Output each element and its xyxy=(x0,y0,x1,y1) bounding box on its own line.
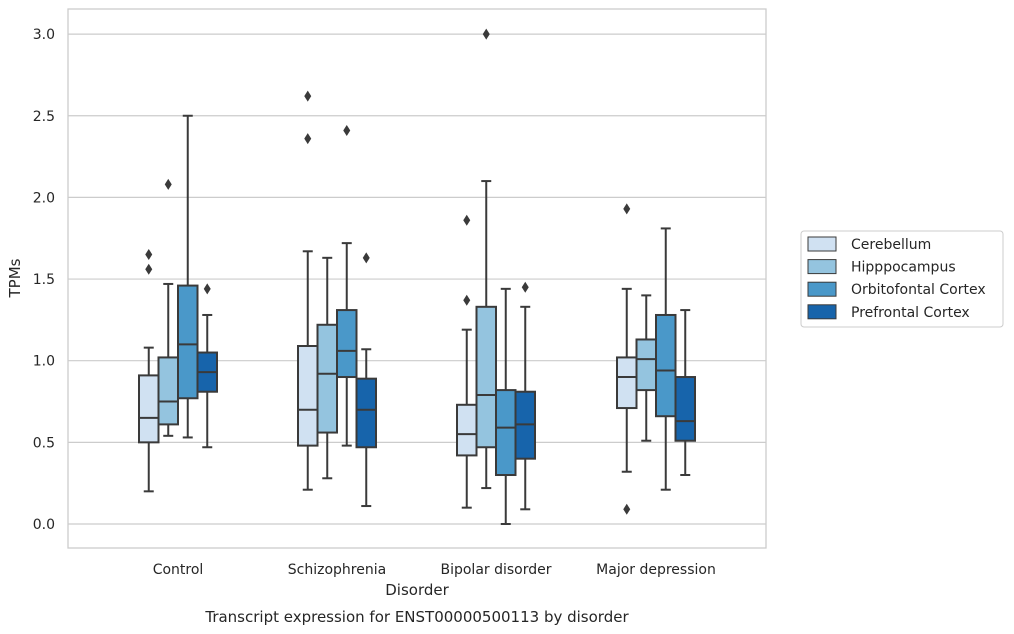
outlier-point xyxy=(164,178,172,190)
box-iqr xyxy=(177,284,199,400)
x-tick-label: Schizophrenia xyxy=(288,562,386,578)
box-iqr xyxy=(157,356,179,426)
outlier-point xyxy=(145,263,153,275)
legend-items: Cerebellum Hipppocampus Orbitofontal Corte… xyxy=(807,236,986,321)
box-group xyxy=(336,124,358,447)
x-tick-labels: Control Schizophrenia Bipolar disorder Majo… xyxy=(153,562,716,578)
box-iqr xyxy=(336,309,358,379)
legend-label: Hipppocampus xyxy=(851,260,956,276)
box-iqr xyxy=(635,338,657,392)
x-tick-label: Bipolar disorder xyxy=(440,562,551,578)
box-iqr xyxy=(316,323,338,434)
gridlines xyxy=(68,33,766,525)
outlier-point xyxy=(304,90,312,102)
box-iqr xyxy=(297,345,319,447)
box-iqr xyxy=(138,374,160,444)
box-group xyxy=(138,249,160,493)
box-iqr xyxy=(616,356,638,410)
outlier-point xyxy=(623,203,631,215)
legend-label: Prefrontal Cortex xyxy=(851,305,970,321)
y-tick-labels: 0.0 0.5 1.0 1.5 2.0 2.5 3.0 xyxy=(33,27,55,533)
y-tick-label: 3.0 xyxy=(33,27,55,43)
box-iqr xyxy=(475,305,497,449)
legend-label: Cerebellum xyxy=(851,237,931,253)
legend-item: Hipppocampus xyxy=(807,259,956,276)
box-iqr xyxy=(655,313,677,418)
legend-item: Cerebellum xyxy=(807,236,931,253)
boxes xyxy=(138,28,696,525)
box-group xyxy=(157,178,179,437)
x-axis-label: Disorder xyxy=(385,581,449,599)
legend-label: Orbitofontal Cortex xyxy=(851,282,986,298)
y-tick-label: 0.5 xyxy=(33,435,55,451)
outlier-point xyxy=(482,28,490,40)
box-group xyxy=(655,227,677,491)
outlier-point xyxy=(362,252,370,264)
box-group xyxy=(635,294,657,442)
plot-area-frame xyxy=(67,8,767,549)
box-iqr xyxy=(495,389,517,477)
legend-frame xyxy=(800,230,1004,328)
box-group xyxy=(316,256,338,480)
box-group xyxy=(297,90,319,491)
y-axis-label: TPMs xyxy=(6,258,24,298)
y-tick-label: 0.0 xyxy=(33,517,55,533)
box-group xyxy=(616,203,638,515)
box-group xyxy=(674,309,696,477)
box-group xyxy=(177,114,199,439)
legend-swatch xyxy=(807,259,837,275)
legend-swatch xyxy=(807,304,837,320)
x-tick-label: Major depression xyxy=(596,562,716,578)
legend: Cerebellum Hipppocampus Orbitofontal Corte… xyxy=(800,230,1004,328)
box-group xyxy=(475,28,497,490)
box-iqr xyxy=(456,403,478,457)
legend-swatch xyxy=(807,236,837,252)
outlier-point xyxy=(304,133,312,145)
outlier-point xyxy=(463,294,471,306)
x-tick-label: Control xyxy=(153,562,204,578)
y-tick-label: 1.5 xyxy=(33,272,55,288)
outlier-point xyxy=(463,214,471,226)
box-iqr xyxy=(355,377,377,449)
legend-item: Prefrontal Cortex xyxy=(807,304,970,321)
box-iqr xyxy=(674,376,696,442)
outlier-point xyxy=(343,124,351,136)
outlier-point xyxy=(203,283,211,295)
chart-caption: Transcript expression for ENST0000050011… xyxy=(204,608,629,626)
outlier-point xyxy=(623,503,631,515)
y-tick-label: 2.5 xyxy=(33,109,55,125)
box-group xyxy=(355,252,377,508)
box-group xyxy=(196,283,218,449)
legend-swatch xyxy=(807,281,837,297)
y-tick-label: 2.0 xyxy=(33,190,55,206)
outlier-point xyxy=(521,281,529,293)
legend-item: Orbitofontal Cortex xyxy=(807,281,986,298)
box-group xyxy=(495,287,517,525)
outlier-point xyxy=(145,249,153,261)
y-tick-label: 1.0 xyxy=(33,354,55,370)
box-group xyxy=(514,281,536,511)
